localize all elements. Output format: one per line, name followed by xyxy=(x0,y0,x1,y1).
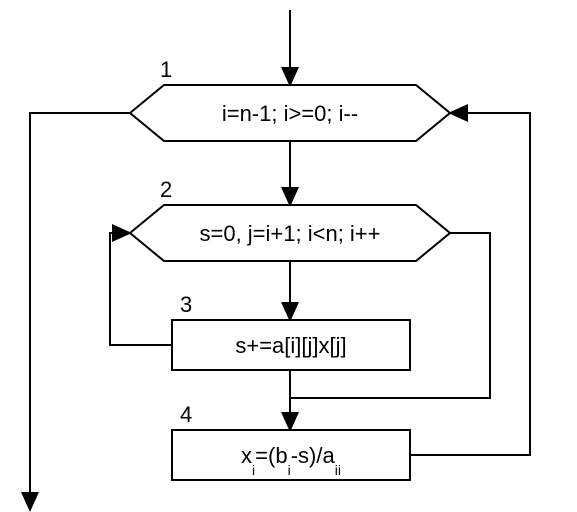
node-number-label: 1 xyxy=(160,57,172,82)
flow-edge xyxy=(30,113,130,510)
node-text: i=n-1; i>=0; i-- xyxy=(222,101,358,126)
flow-edge xyxy=(410,113,530,455)
node-text: s=0, j=i+1; i<n; i++ xyxy=(199,221,380,246)
node-number-label: 3 xyxy=(180,292,192,317)
node-number-label: 2 xyxy=(160,177,172,202)
node-number-label: 4 xyxy=(180,402,192,427)
node-text: s+=a[i][j]x[j] xyxy=(235,333,346,358)
